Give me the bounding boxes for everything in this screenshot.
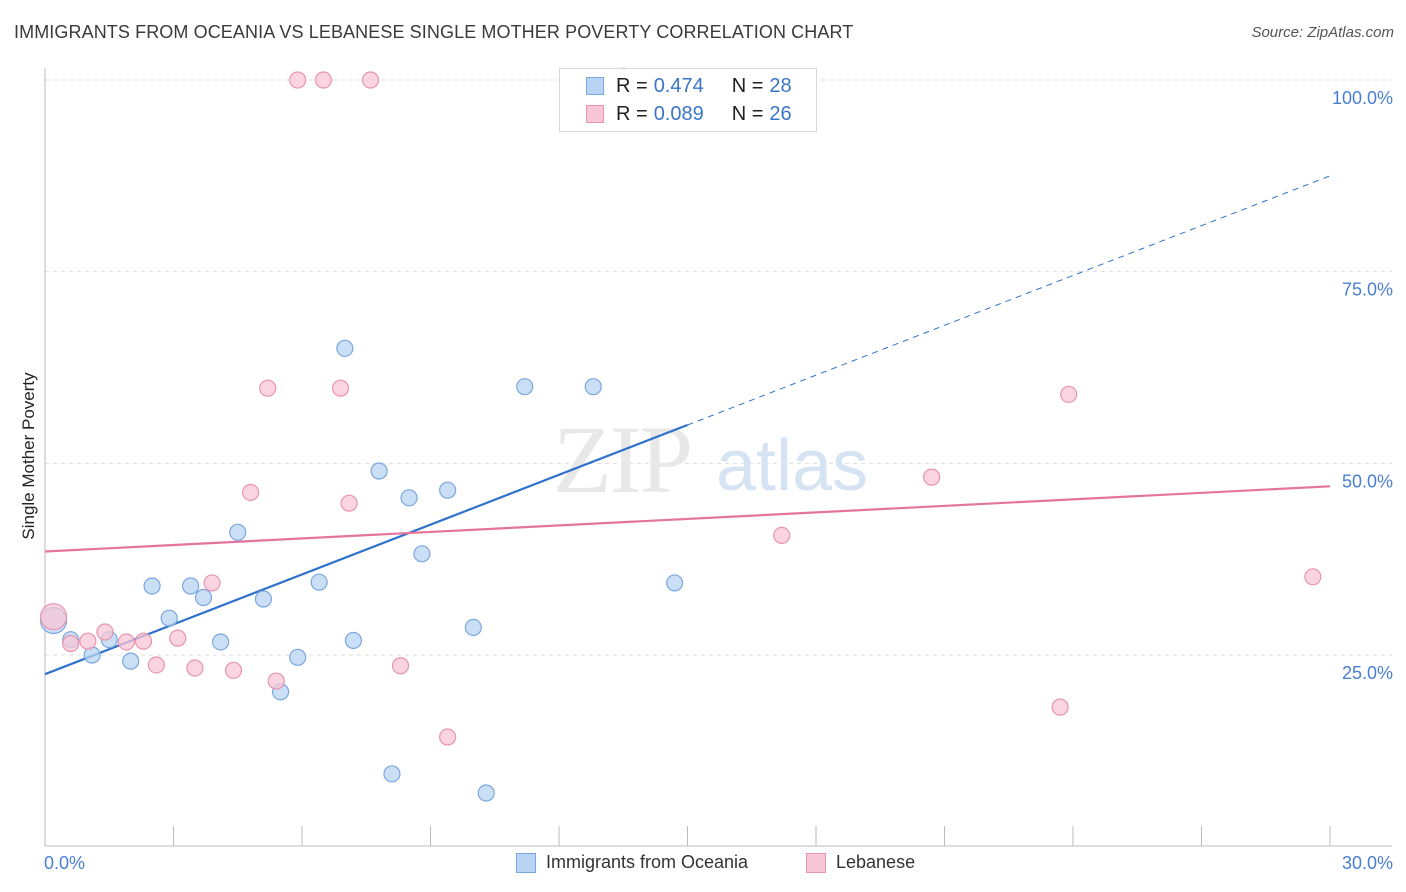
point-lebanese xyxy=(1051,698,1069,716)
legend-row-lebanese: R = 0.089 N = 26 xyxy=(586,101,792,127)
legend-r-label: R = xyxy=(616,102,648,125)
point-oceania xyxy=(182,577,200,595)
legend-swatch-lebanese xyxy=(806,852,826,873)
point-lebanese xyxy=(117,633,135,651)
point-oceania xyxy=(160,609,178,627)
point-oceania xyxy=(370,462,388,480)
legend-label-lebanese: Lebanese xyxy=(836,852,916,872)
point-lebanese xyxy=(923,468,941,486)
point-lebanese xyxy=(361,71,380,89)
point-lebanese xyxy=(267,672,285,690)
y-tick-label: 25.0% xyxy=(1342,663,1393,683)
trend-line-oceania xyxy=(44,423,688,676)
point-oceania xyxy=(254,590,273,608)
point-oceania xyxy=(413,545,431,563)
legend-item-lebanese[interactable]: Lebanese xyxy=(806,852,915,873)
legend-swatch-oceania xyxy=(586,77,604,95)
point-lebanese xyxy=(331,379,350,397)
point-lebanese xyxy=(169,629,187,647)
point-lebanese xyxy=(289,71,307,89)
point-lebanese xyxy=(1060,385,1078,403)
point-oceania xyxy=(439,481,457,499)
trend-line-lebanese xyxy=(44,485,1331,553)
point-oceania xyxy=(516,378,534,396)
point-lebanese xyxy=(314,71,333,89)
point-oceania xyxy=(464,618,482,637)
point-lebanese xyxy=(1304,568,1322,586)
point-oceania xyxy=(336,339,354,357)
point-oceania xyxy=(194,588,213,607)
point-lebanese xyxy=(186,659,204,677)
x-tick-label: 30.0% xyxy=(1342,853,1393,873)
point-lebanese xyxy=(773,526,791,545)
source-label: Source: ZipAtlas.com xyxy=(1251,24,1394,41)
y-tick-label: 75.0% xyxy=(1342,280,1393,300)
legend-n-label: N = xyxy=(731,102,764,125)
point-oceania xyxy=(229,523,247,541)
y-tick-label: 50.0% xyxy=(1342,471,1393,491)
point-lebanese xyxy=(39,603,68,631)
watermark-zip: ZIP xyxy=(553,406,691,513)
legend-n-value: 26 xyxy=(769,102,792,125)
x-tick-label: 0.0% xyxy=(44,853,85,873)
point-lebanese xyxy=(259,379,277,397)
legend-r-value: 0.474 xyxy=(653,74,704,97)
legend-label-oceania: Immigrants from Oceania xyxy=(546,852,749,872)
point-lebanese xyxy=(79,632,97,650)
point-oceania xyxy=(289,648,307,666)
legend-n-label: N = xyxy=(731,74,764,97)
point-oceania xyxy=(400,489,418,507)
legend-series: Immigrants from Oceania Lebanese xyxy=(0,852,1406,878)
point-oceania xyxy=(122,652,140,670)
point-lebanese xyxy=(147,656,165,674)
point-oceania xyxy=(310,573,328,591)
legend-n-value: 28 xyxy=(769,74,792,97)
point-lebanese xyxy=(340,494,358,512)
point-lebanese xyxy=(439,728,457,746)
legend-row-oceania: R = 0.474 N = 28 xyxy=(586,73,792,99)
legend-swatch-lebanese xyxy=(586,105,604,123)
point-oceania xyxy=(477,784,495,802)
point-oceania xyxy=(143,577,161,595)
point-lebanese xyxy=(134,632,153,650)
point-lebanese xyxy=(391,657,410,675)
legend-swatch-oceania xyxy=(516,852,536,873)
point-lebanese xyxy=(242,483,260,502)
point-oceania xyxy=(212,633,230,651)
point-lebanese xyxy=(224,661,243,679)
chart-title: IMMIGRANTS FROM OCEANIA VS LEBANESE SING… xyxy=(14,22,854,42)
legend-r-label: R = xyxy=(616,74,648,97)
watermark-atlas: atlas xyxy=(716,426,868,506)
trend-extension-oceania xyxy=(687,175,1331,426)
point-oceania xyxy=(666,574,684,592)
point-lebanese xyxy=(96,623,114,641)
point-lebanese xyxy=(62,634,80,653)
y-tick-label: 100.0% xyxy=(1332,88,1393,108)
y-axis-label: Single Mother Poverty xyxy=(19,372,38,540)
legend-item-oceania[interactable]: Immigrants from Oceania xyxy=(516,852,748,873)
legend-r-value: 0.089 xyxy=(653,102,704,125)
point-lebanese xyxy=(203,574,221,592)
point-oceania xyxy=(383,765,401,783)
point-oceania xyxy=(344,631,362,650)
point-oceania xyxy=(584,378,602,396)
legend-stats-box: R = 0.474 N = 28 R = 0.089 N = 26 xyxy=(559,68,817,132)
